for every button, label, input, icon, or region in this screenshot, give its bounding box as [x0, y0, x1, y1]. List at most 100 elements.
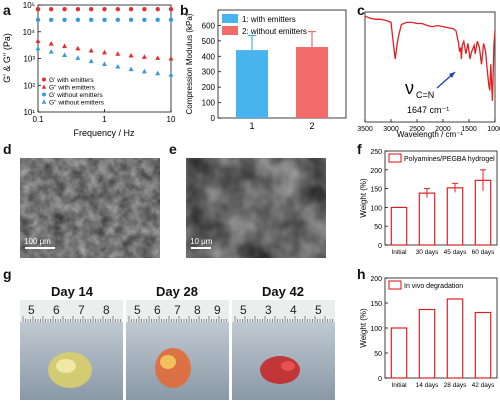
chart-h-ytick-label: 0 [378, 376, 382, 383]
chart-f-xtick-label: 30 days [416, 249, 440, 256]
chart-a-point [102, 6, 107, 12]
chart-h-ytick-label: 50 [374, 351, 382, 358]
chart-a-point [115, 17, 121, 22]
chart-f-xtick-label: 60 days [472, 249, 496, 256]
chart-a-point [115, 63, 121, 69]
chart-f-bar [446, 187, 464, 246]
ruler-number: 7 [174, 303, 181, 317]
chart-a-point [62, 17, 67, 22]
chart-a-point [115, 6, 121, 12]
chart-b-ytick-label: 100 [202, 99, 216, 108]
chart-b-ylabel: Compression Modulus (kPa) [185, 13, 194, 114]
panel-label-h: h [357, 266, 366, 282]
panel-label-f: f [357, 141, 362, 157]
specimen-day-42 [260, 356, 300, 384]
chart-a-ylabel: G' & G'' (Pa) [2, 33, 12, 83]
chart-f-xtick-label: Initial [391, 249, 407, 256]
chart-h-bar [390, 327, 408, 379]
chart-c-spectrum-line [364, 15, 496, 101]
chart-a-point [168, 6, 174, 12]
chart-a-legend-label: G' with emitters [49, 77, 94, 84]
chart-f-legend-swatch [388, 153, 402, 163]
chart-a-ytick-label: 10⁴ [23, 28, 36, 37]
chart-a-point [35, 38, 41, 44]
chart-b-xtick-label: 2 [309, 121, 314, 131]
chart-f-ytick-label: 100 [370, 205, 382, 212]
chart-a-point [128, 17, 134, 22]
chart-a-xtick-label: 1 [102, 115, 107, 124]
chart-b-ytick-label: 200 [202, 83, 216, 92]
chart-b-ytick-label: 600 [202, 21, 216, 30]
chart-a-point [102, 49, 107, 55]
chart-b-ytick-label: 400 [202, 52, 216, 61]
chart-h-ylabel: Weight (%) [359, 308, 368, 348]
ruler-number: 5 [315, 303, 322, 317]
photo-day-14: 5 6 7 8 [20, 300, 123, 400]
chart-a-point [155, 6, 160, 12]
chart-h-legend-swatch [388, 280, 402, 290]
chart-a-point [62, 6, 67, 12]
chart-a-point [89, 17, 94, 22]
chart-f-bar [418, 192, 436, 246]
ruler-number: 8 [194, 303, 201, 317]
chart-a-xlabel: Frequency / Hz [73, 128, 135, 138]
photo-day-42: 5 3 4 5 [232, 300, 335, 400]
chart-b-compression: 0 100 200 300 400 500 600 1 2 1: with emitters 2… [185, 9, 347, 131]
chart-a-point [35, 17, 41, 22]
chart-a-legend-label: G'' with emitters [49, 85, 96, 92]
chart-b-frame [217, 9, 347, 119]
ruler-number: 5 [28, 303, 35, 317]
ruler-number: 6 [154, 303, 161, 317]
chart-a-point [48, 49, 54, 54]
chart-b-legend-label: 2: without emitters [242, 27, 307, 36]
chart-f-ytick-label: 0 [378, 243, 382, 250]
chart-f-xtick-label: 45 days [444, 249, 468, 256]
chart-h-bar [474, 311, 492, 379]
chart-a-point [102, 17, 107, 22]
ruler-number: 6 [53, 303, 60, 317]
chart-h-bar [446, 298, 464, 379]
chart-f-legend-label: Polyamines/PEGBA hydrogel [404, 156, 495, 163]
ruler-number: 5 [240, 303, 247, 317]
chart-a-point [142, 17, 147, 22]
chart-a-point [88, 47, 94, 53]
panel-label-e: e [169, 141, 177, 157]
chart-f-ytick-label: 200 [370, 168, 382, 175]
chart-h-xtick-label: 14 days [416, 382, 440, 389]
chart-c-xtick-label: 2000 [435, 126, 451, 133]
chart-a-legend-marker [41, 99, 47, 104]
chart-a-point [48, 41, 54, 46]
chart-h-invivo: 0 50 100 150 200 Initial 14 days 28 days 42 day… [359, 276, 498, 389]
chart-a-ytick-label: 10¹ [23, 108, 35, 117]
chart-a-point [168, 17, 174, 22]
chart-c-ftir: 3500 3000 2500 2000 1500 1000 ν C=N 1647 cm⁻¹… [357, 11, 500, 139]
chart-c-frame [364, 11, 496, 123]
sem-image-e: 10 μm [186, 158, 326, 258]
chart-a-point [128, 52, 134, 58]
chart-a-point [128, 66, 134, 72]
chart-h-ytick-label: 200 [370, 276, 382, 283]
chart-h-ytick-label: 100 [370, 326, 382, 333]
chart-a-xtick-label: 10 [167, 115, 176, 124]
chart-a-point [75, 45, 81, 51]
chart-b-ytick-label: 0 [211, 114, 216, 123]
scale-bar-label-e: 10 μm [190, 237, 213, 246]
chart-a-point [35, 6, 41, 12]
chart-c-xtick-label: 3500 [357, 126, 373, 133]
chart-c-xtick-label: 3000 [383, 126, 399, 133]
chart-a-point [155, 55, 161, 60]
chart-a-point [49, 17, 54, 22]
chart-a-point [168, 55, 174, 61]
chart-a-legend-marker [42, 92, 46, 97]
chart-h-xtick-label: 42 days [472, 382, 496, 389]
chart-c-annotation-subscript: C=N [416, 90, 434, 100]
panel-label-g: g [3, 266, 12, 282]
chart-c-annotation-symbol: ν [405, 78, 414, 98]
chart-a-point [115, 51, 121, 56]
chart-a-point [142, 6, 147, 12]
chart-c-xtick-label: 1500 [461, 126, 477, 133]
chart-c-annotation-arrowhead [449, 72, 455, 78]
sem-image-d: 100 μm [20, 158, 160, 258]
